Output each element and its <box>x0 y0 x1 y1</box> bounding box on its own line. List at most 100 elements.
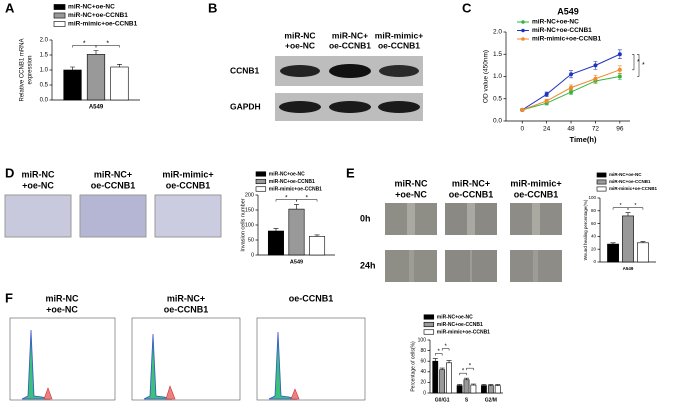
error-bar <box>625 212 631 216</box>
column-label: miR-mimic+ <box>375 30 423 40</box>
column-label: oe-CCNB1 <box>289 293 334 303</box>
legend-swatch <box>53 4 66 10</box>
column-label: oe-CCNB1 <box>449 189 494 199</box>
column-label: oe-CCNB1 <box>329 40 371 50</box>
y-tick-label: 0 <box>593 259 596 264</box>
row-label: 0h <box>360 213 371 223</box>
y-tick-label: 40 <box>591 234 597 239</box>
y-axis-label: Percentage of cells(%) <box>410 341 416 392</box>
significance-label: * <box>619 203 622 209</box>
error-bar <box>294 204 299 210</box>
blot-band <box>379 65 419 77</box>
panel-label: D <box>5 165 14 180</box>
blot-band <box>329 64 371 78</box>
error-bar <box>488 384 494 386</box>
y-tick-label: 100 <box>588 195 596 200</box>
column-label: oe-CCNB1 <box>166 180 211 190</box>
y-tick-label: 0.5 <box>493 95 502 102</box>
legend-label: miR-NC+oe-NC <box>609 172 642 177</box>
data-point <box>593 63 598 68</box>
legend-marker <box>521 37 525 41</box>
invasion-image <box>4 194 72 238</box>
x-tick-label: A549 <box>623 266 634 271</box>
blot-band <box>378 101 420 113</box>
data-point <box>544 98 549 103</box>
significance-bracket <box>459 372 467 376</box>
bar <box>487 385 494 394</box>
legend-label: miR-NC+oe-CCNB1 <box>269 179 315 185</box>
column-label: +oe-NC <box>285 40 315 50</box>
flow-frame <box>9 317 116 401</box>
bar <box>622 215 634 263</box>
column-label: miR-NC+ <box>452 178 490 188</box>
legend-label: miR-NC+oe-CCNB1 <box>437 322 483 328</box>
x-tick-label: 24 <box>543 126 551 133</box>
bar <box>607 243 619 263</box>
data-point <box>569 90 574 95</box>
flow-histogram <box>9 317 116 401</box>
data-point <box>617 52 622 57</box>
legend-label: miR-mimic+oe-CCNB1 <box>437 329 490 335</box>
column-label: +oe-NC <box>395 189 427 199</box>
significance-label: * <box>106 40 109 47</box>
legend-swatch <box>53 12 66 19</box>
y-tick-label: 80 <box>591 208 597 213</box>
y-tick-label: 60 <box>591 221 597 226</box>
data-point <box>593 76 598 81</box>
y-tick-label: 1.5 <box>493 51 502 58</box>
significance-bracket <box>632 54 635 71</box>
x-tick-label: S <box>465 397 469 403</box>
panel-label: B <box>208 0 217 15</box>
error-bar <box>640 241 646 243</box>
bar <box>86 54 106 101</box>
bar <box>481 385 487 394</box>
panel-label: F <box>5 290 13 305</box>
column-label: miR-NC+ <box>167 293 205 303</box>
y-tick-label: 200 <box>245 192 254 198</box>
error-bar <box>93 50 99 55</box>
y-tick-label: 80 <box>420 348 426 354</box>
legend-swatch <box>423 321 435 328</box>
wound-gap <box>532 203 540 235</box>
series-line <box>521 53 621 111</box>
legend-swatch <box>596 179 607 185</box>
chart-title: A549 <box>557 6 579 16</box>
significance-bracket <box>466 367 474 371</box>
bar <box>288 208 305 256</box>
significance-label: * <box>462 369 465 375</box>
legend-label: miR-mimic+oe-CCNB1 <box>269 186 322 192</box>
y-tick-label: 0 <box>423 390 426 396</box>
y-tick-label: 0.0 <box>493 118 502 125</box>
error-bar <box>116 64 122 67</box>
significance-bracket <box>627 207 644 210</box>
wound-gap <box>470 250 472 282</box>
data-point <box>520 107 525 112</box>
error-bar <box>470 383 476 386</box>
blot-band <box>280 65 320 77</box>
y-tick-label: 40 <box>420 369 426 375</box>
legend-swatch <box>255 171 267 177</box>
error-bar <box>70 66 76 70</box>
panel-label: E <box>346 165 355 180</box>
column-label: oe-CCNB1 <box>164 304 209 314</box>
invasion-image <box>79 194 147 238</box>
legend-label: miR-NC+oe-CCNB1 <box>68 12 128 19</box>
error-bar <box>314 234 320 237</box>
y-tick-label: 50 <box>248 237 254 243</box>
bar <box>63 69 82 101</box>
y-tick-label: 100 <box>245 222 254 228</box>
x-tick-label: 0 <box>520 126 524 133</box>
data-point <box>617 74 622 79</box>
error-bar <box>446 360 452 363</box>
significance-label: * <box>444 344 447 350</box>
significance-label: * <box>642 62 645 69</box>
legend-swatch <box>53 21 66 27</box>
bar <box>267 230 284 256</box>
significance-label: * <box>285 194 288 201</box>
bar <box>456 385 463 394</box>
data-point <box>617 67 622 72</box>
blot-band <box>329 101 371 113</box>
data-point <box>569 72 574 77</box>
y-tick-label: 20 <box>420 380 426 386</box>
